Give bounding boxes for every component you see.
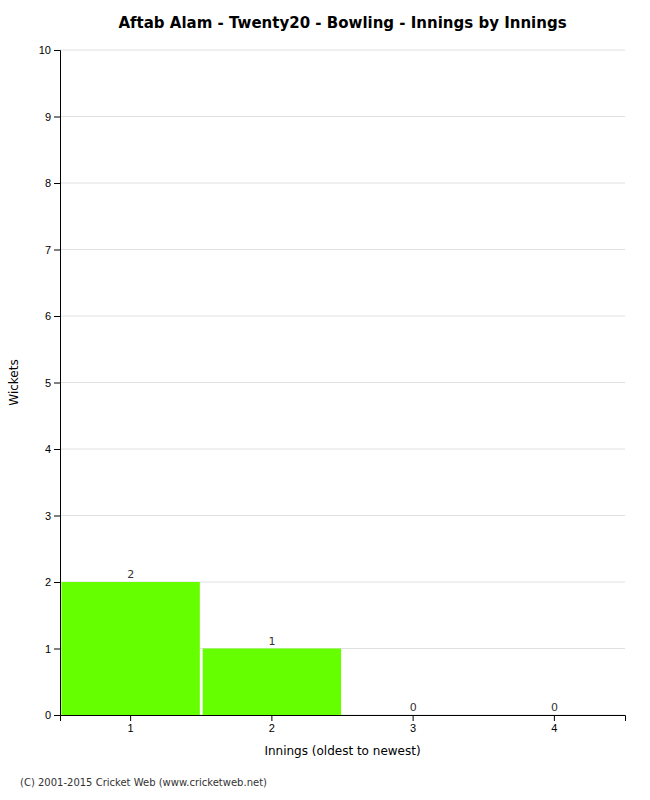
y-axis: 0 1 2 3 4 5 6 7 8 9 10 [39,44,61,721]
bars [61,582,341,715]
tick-mark [54,250,60,251]
y-axis-label: Wickets [7,359,21,405]
tick-label: 5 [45,377,51,389]
grid-line [60,316,625,317]
grid-line [60,116,625,117]
tick-mark [554,715,555,721]
axis-line [61,716,626,722]
tick-mark [54,516,60,517]
tick-mark [54,449,60,450]
y-tick: 3 [45,510,60,522]
tick-label: 8 [45,177,51,189]
tick-mark [413,715,414,721]
axis-line [54,51,61,716]
bar [61,582,199,715]
tick-mark [54,715,60,716]
tick-label: 3 [45,510,51,522]
y-tick: 1 [45,643,60,655]
y-tick: 0 [45,709,60,721]
grid-line [60,515,625,516]
annotation: (C) 2001-2015 Cricket Web (www.cricketwe… [20,777,267,788]
tick-label: 1 [128,722,134,734]
bar [485,715,623,716]
data-label: 0 [551,701,558,714]
x-tick: 3 [410,715,416,734]
y-tick: 9 [45,111,60,123]
y-tick: 2 [45,576,60,588]
tick-mark [54,383,60,384]
x-tick: 2 [269,715,275,734]
data-label: 0 [410,701,417,714]
tick-label: 4 [551,722,557,734]
x-tick: 1 [128,715,134,734]
tick-mark [54,649,60,650]
bar [203,649,341,716]
tick-mark [54,50,60,51]
tick-mark [54,582,60,583]
grid-line [60,183,625,184]
plot-area: 12340123456789102100 [39,44,626,734]
y-tick: 10 [39,44,60,56]
grid-line [60,382,625,383]
tick-mark [271,715,272,721]
x-axis-label: Innings (oldest to newest) [264,744,420,758]
tick-label: 10 [39,44,51,56]
tick-mark [54,117,60,118]
tick-label: 2 [269,722,275,734]
tick-label: 6 [45,310,51,322]
tick-mark [130,715,131,721]
grid-line [60,50,625,51]
y-tick: 4 [45,443,60,455]
tick-label: 4 [45,443,51,455]
tick-label: 0 [45,709,51,721]
y-tick: 5 [45,377,60,389]
x-tick: 4 [551,715,557,734]
tick-label: 2 [45,576,51,588]
tick-label: 7 [45,244,51,256]
chart: 12340123456789102100Aftab Alam - Twenty2… [0,0,650,800]
grid-line [60,249,625,250]
grid-line [60,449,625,450]
grid [60,50,625,715]
data-label: 1 [268,635,275,648]
x-axis: 1 2 3 4 [61,715,626,734]
tick-label: 3 [410,722,416,734]
y-tick: 6 [45,310,60,322]
tick-mark [54,183,60,184]
title: Aftab Alam - Twenty20 - Bowling - Inning… [118,14,566,32]
y-tick: 8 [45,177,60,189]
bar [344,715,482,716]
data-labels: 2 1 0 0 [127,568,558,714]
tick-mark [54,316,60,317]
y-tick: 7 [45,244,60,256]
data-label: 2 [127,568,134,581]
tick-label: 9 [45,111,51,123]
tick-label: 1 [45,643,51,655]
